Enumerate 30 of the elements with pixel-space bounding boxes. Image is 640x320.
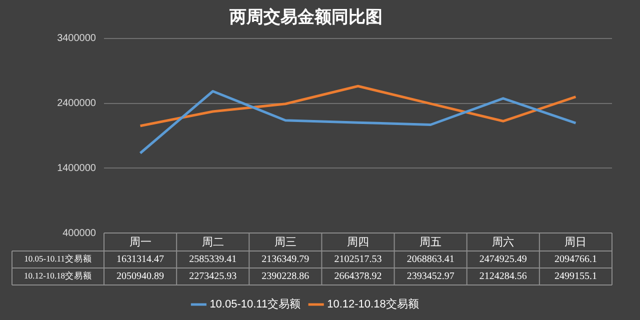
x-tick-label: 周四 (347, 236, 369, 248)
data-label: 2393452.97 (406, 271, 454, 282)
x-tick-label: 周三 (274, 236, 296, 248)
data-label: 2094766.1 (554, 254, 597, 266)
x-tick-label: 周六 (492, 235, 514, 248)
data-label: 2390228.86 (262, 271, 310, 282)
text: 10.12-10.18交易额 (24, 270, 92, 281)
x-tick-label: 周一 (129, 236, 152, 248)
legend-label: 10.12-10.18交易额 (327, 298, 419, 311)
data-label: 2273425.93 (189, 271, 237, 282)
data-label: 2050940.89 (116, 271, 164, 282)
data-label: 2585339.41 (189, 254, 237, 266)
x-tick-label: 周五 (420, 236, 442, 248)
text: 10.05-10.11交易额 (24, 254, 92, 264)
data-label: 2136349.79 (262, 254, 310, 266)
y-tick-label: 2400000 (57, 98, 96, 110)
data-label: 2664378.92 (334, 271, 382, 282)
legend-label: 10.05-10.11交易额 (210, 298, 301, 311)
y-tick-label: 3400000 (57, 33, 96, 44)
data-label: 2474925.49 (479, 254, 527, 266)
data-label: 2068863.41 (406, 254, 454, 266)
chart-title: 两周交易金额同比图 (228, 8, 382, 27)
x-tick-label: 周日 (564, 236, 587, 248)
data-label: 2124284.56 (479, 271, 527, 282)
x-tick-label: 周二 (202, 236, 224, 248)
data-label: 2102517.53 (334, 254, 382, 266)
y-tick-label: 400000 (62, 228, 96, 239)
data-label: 2499155.1 (554, 271, 597, 282)
data-label: 1631314.47 (116, 254, 164, 266)
y-tick-label: 1400000 (57, 162, 96, 174)
